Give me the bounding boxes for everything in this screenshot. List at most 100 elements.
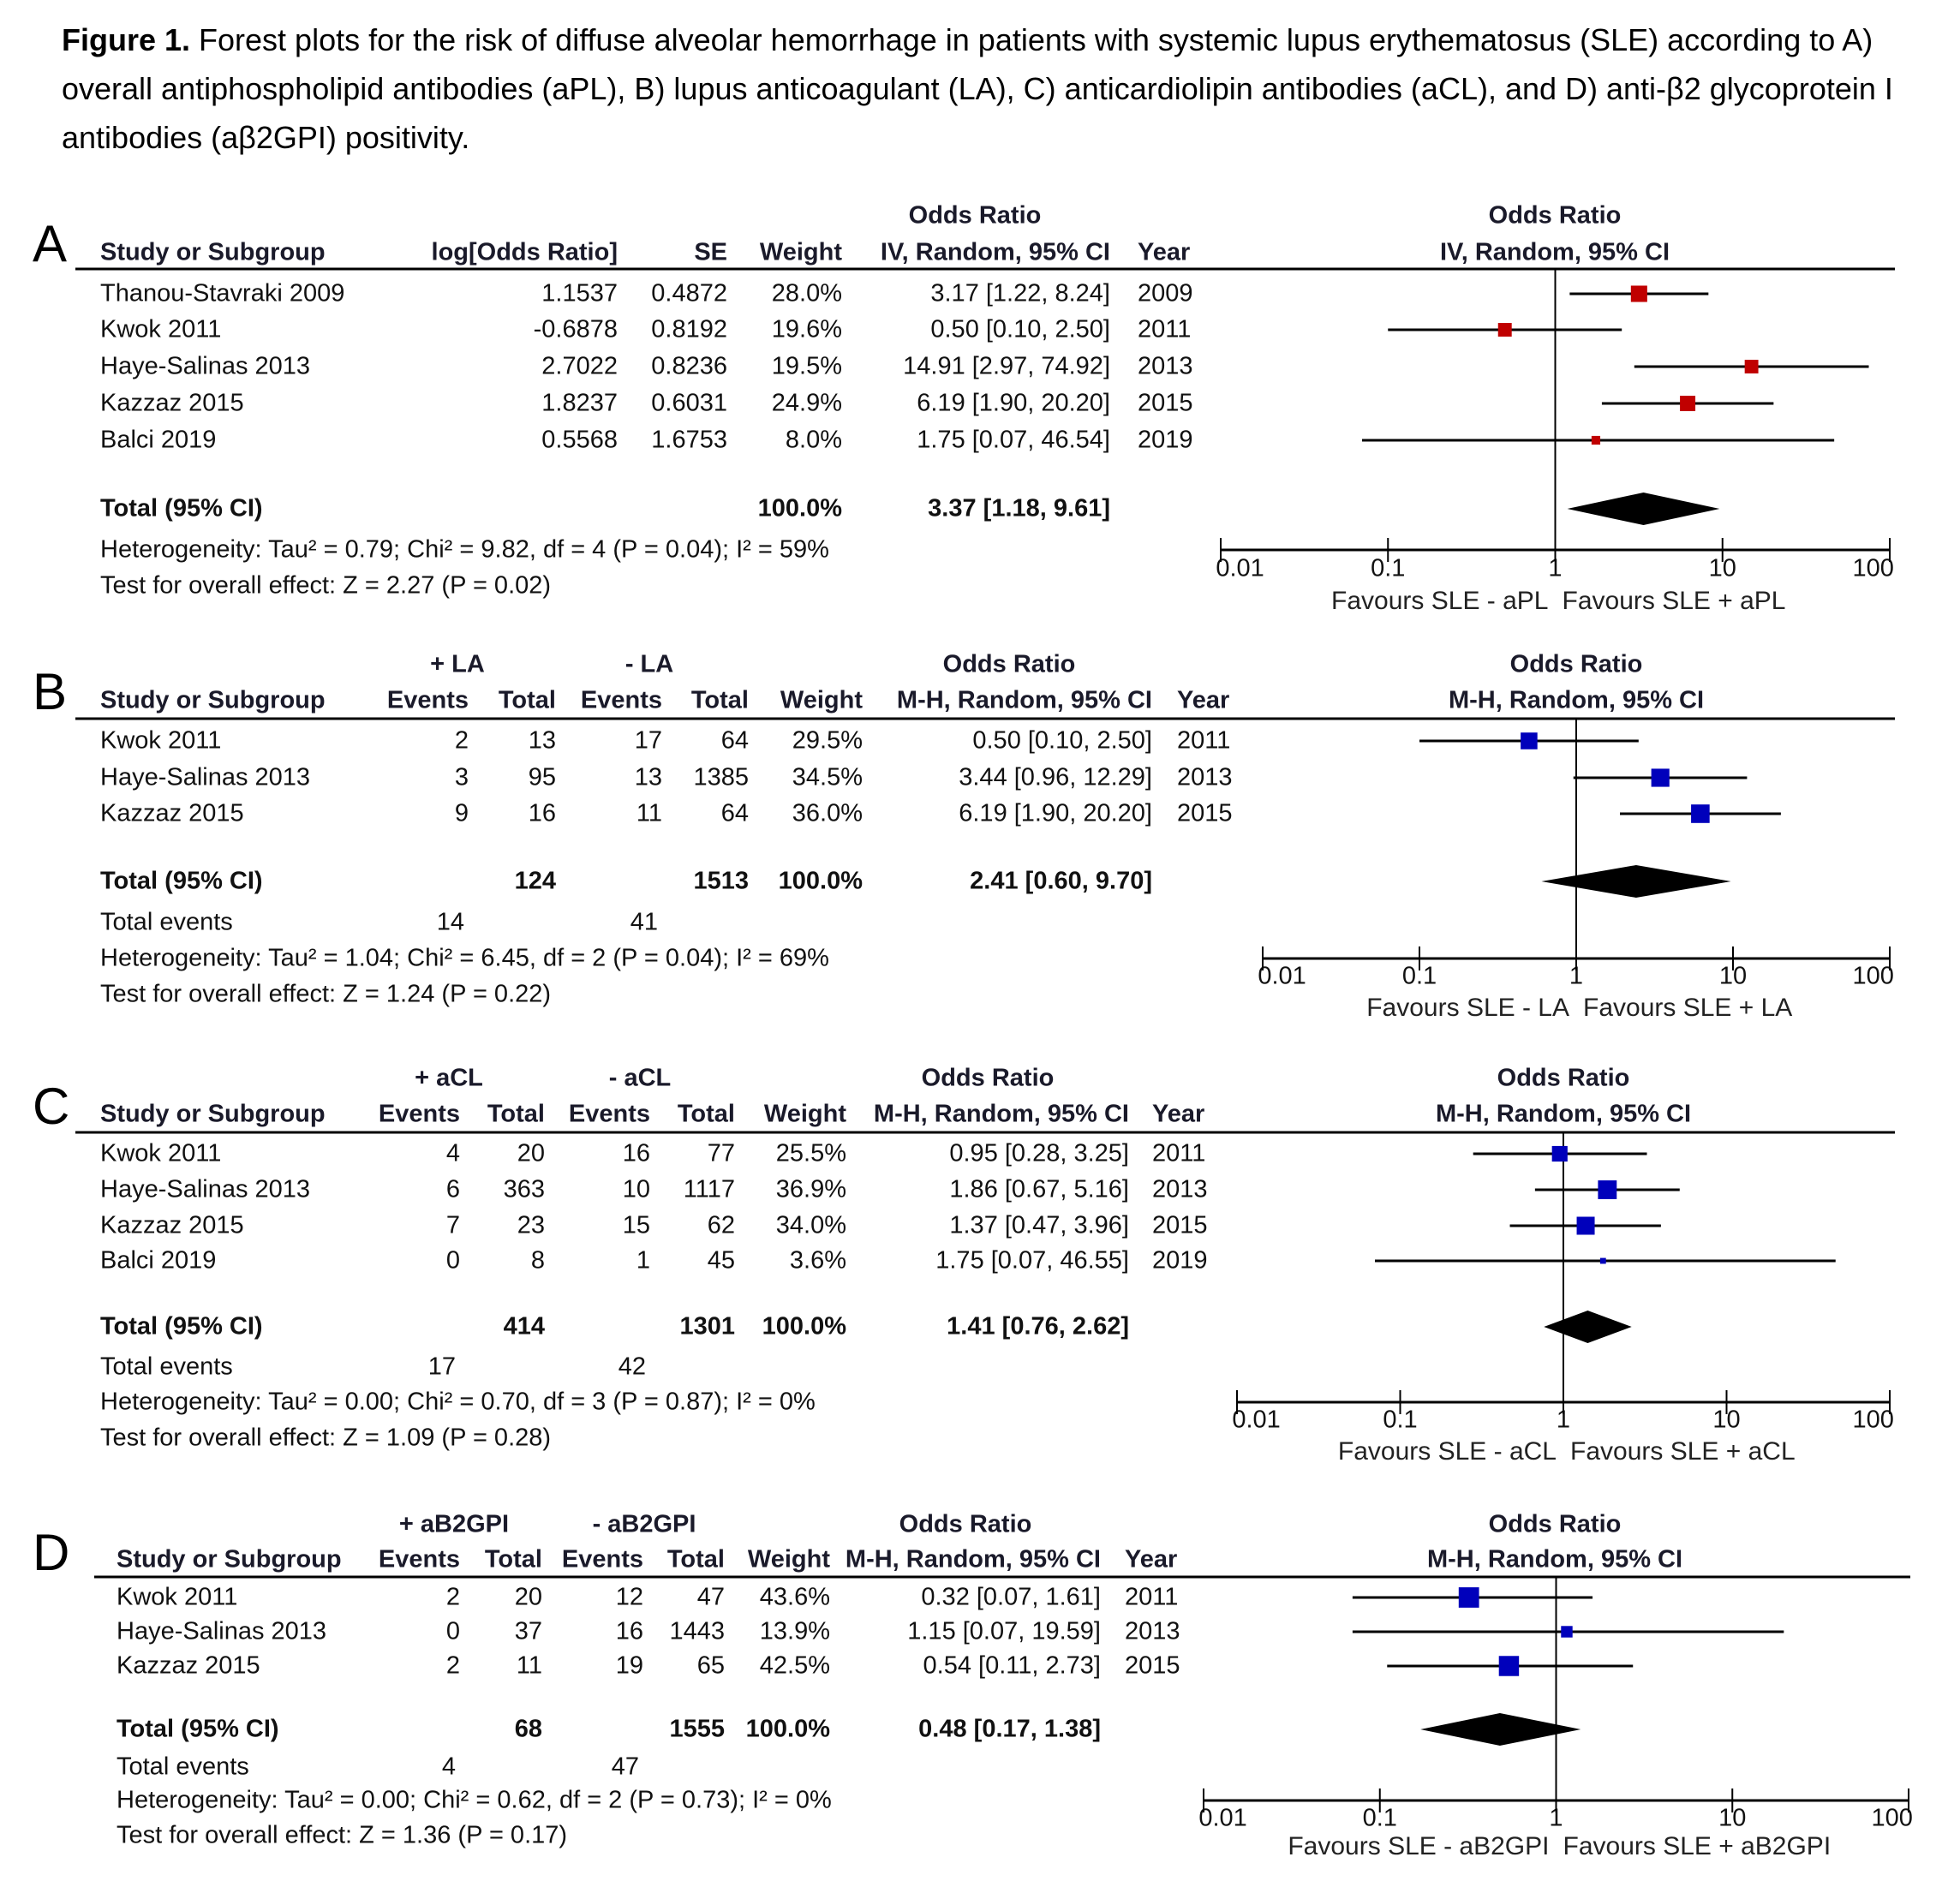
study-e2-value: 12: [615, 1583, 643, 1611]
panel-letter: D: [33, 1524, 70, 1581]
year-column-header: Year: [1125, 1545, 1178, 1573]
total-positive-count: 124: [514, 867, 556, 895]
plot-header-title: Odds Ratio: [1488, 1510, 1622, 1538]
group-header-negative: - aCL: [608, 1064, 672, 1092]
study-e1-value: 2: [445, 1651, 460, 1680]
favours-left-label: Favours SLE - aCL: [1337, 1437, 1557, 1466]
study-name: Haye-Salinas 2013: [117, 1617, 327, 1645]
pooled-diamond: [1541, 865, 1731, 898]
study-year: 2019: [1138, 426, 1193, 454]
study-marker: [1591, 435, 1601, 445]
study-t1-value: 23: [517, 1211, 545, 1239]
total-negative-count: 1555: [669, 1715, 725, 1743]
study-e1-value: 3: [454, 763, 469, 791]
study-weight-value: 19.5%: [771, 352, 842, 380]
study-e1-value: 0: [445, 1246, 460, 1275]
study-e2-value: 19: [615, 1651, 643, 1680]
study-name: Kazzaz 2015: [100, 389, 244, 417]
study-year: 2011: [1177, 726, 1231, 755]
study-name: Kwok 2011: [100, 1139, 222, 1167]
study-weight-value: 25.5%: [775, 1139, 846, 1167]
column-header-or: M-H, Random, 95% CI: [845, 1545, 1101, 1573]
plot-header-method: M-H, Random, 95% CI: [1435, 1100, 1692, 1128]
study-t1-value: 16: [528, 799, 556, 827]
study-or-value: 0.50 [0.10, 2.50]: [972, 726, 1152, 755]
total-or: 0.48 [0.17, 1.38]: [918, 1715, 1101, 1743]
total-events-label: Total events: [100, 1353, 233, 1381]
study-or-value: 0.54 [0.11, 2.73]: [923, 1651, 1101, 1680]
x-tick-label: 1: [1549, 1804, 1563, 1832]
study-marker: [1744, 360, 1759, 373]
pooled-diamond: [1420, 1713, 1581, 1746]
study-t1-value: 37: [514, 1617, 542, 1645]
study-or-value: 1.86 [0.67, 5.16]: [949, 1175, 1129, 1203]
study-marker: [1497, 323, 1512, 337]
study-marker: [1691, 804, 1710, 823]
study-weight-value: 43.6%: [759, 1583, 830, 1611]
study-name: Kwok 2011: [100, 315, 222, 343]
study-c1-value: 1.1537: [541, 279, 618, 308]
figure-caption-text: Forest plots for the risk of diffuse alv…: [62, 22, 1893, 155]
study-e2-value: 13: [634, 763, 662, 791]
study-c1-value: 1.8237: [541, 389, 618, 417]
study-marker: [1598, 1180, 1617, 1199]
plot-header-title: Odds Ratio: [1509, 650, 1643, 678]
study-year: 2011: [1125, 1583, 1179, 1611]
study-marker: [1458, 1587, 1479, 1608]
study-or-value: 3.17 [1.22, 8.24]: [930, 279, 1110, 308]
study-e2-value: 10: [622, 1175, 650, 1203]
total-weight: 100.0%: [762, 1312, 846, 1341]
plot-header-title: Odds Ratio: [1497, 1064, 1630, 1092]
column-header-t2: Total: [677, 1100, 735, 1128]
study-t1-value: 13: [528, 726, 556, 755]
study-weight-value: 24.9%: [771, 389, 842, 417]
column-header-c1: log[Odds Ratio]: [431, 238, 618, 266]
study-name: Balci 2019: [100, 426, 217, 454]
study-e2-value: 1: [636, 1246, 650, 1275]
study-column-header: Study or Subgroup: [100, 238, 326, 266]
total-label: Total (95% CI): [117, 1715, 279, 1743]
heterogeneity-text: Heterogeneity: Tau² = 1.04; Chi² = 6.45,…: [100, 944, 829, 972]
plot-header-method: IV, Random, 95% CI: [1439, 238, 1670, 266]
study-t2-value: 77: [707, 1139, 735, 1167]
study-marker: [1551, 1145, 1568, 1162]
study-weight-value: 29.5%: [792, 726, 863, 755]
total-positive-count: 68: [514, 1715, 542, 1743]
group-header-negative: - aB2GPI: [592, 1510, 696, 1538]
x-tick-label: 100: [1852, 962, 1894, 990]
x-tick-label: 1: [1548, 554, 1563, 582]
study-c2-value: 0.8236: [651, 352, 727, 380]
pooled-diamond: [1567, 493, 1720, 525]
total-or: 2.41 [0.60, 9.70]: [970, 867, 1152, 895]
study-t1-value: 8: [530, 1246, 545, 1275]
study-t2-value: 1443: [669, 1617, 725, 1645]
study-column-header: Study or Subgroup: [117, 1545, 342, 1573]
study-e1-value: 9: [454, 799, 469, 827]
or-column-header-top: Odds Ratio: [908, 201, 1042, 230]
study-name: Kwok 2011: [100, 726, 222, 755]
overall-effect-text: Test for overall effect: Z = 2.27 (P = 0…: [100, 571, 552, 600]
study-weight-value: 42.5%: [759, 1651, 830, 1680]
column-header-e1: Events: [378, 1100, 460, 1128]
study-name: Haye-Salinas 2013: [100, 1175, 311, 1203]
x-tick-label: 0.01: [1258, 962, 1306, 990]
x-tick-label: 0.01: [1198, 1804, 1247, 1832]
study-t2-value: 65: [696, 1651, 725, 1680]
study-weight-value: 36.9%: [775, 1175, 846, 1203]
figure-label: Figure 1.: [62, 22, 191, 57]
total-label: Total (95% CI): [100, 1312, 263, 1341]
study-name: Thanou-Stavraki 2009: [100, 279, 345, 308]
study-year: 2009: [1138, 279, 1193, 308]
column-header-e1: Events: [386, 686, 469, 714]
study-weight-value: 3.6%: [789, 1246, 846, 1275]
study-or-value: 0.50 [0.10, 2.50]: [930, 315, 1110, 343]
column-header-weight: Weight: [763, 1100, 846, 1128]
x-tick-label: 0.01: [1216, 554, 1264, 582]
panel-letter: C: [33, 1078, 70, 1135]
total-events-positive: 14: [436, 908, 464, 936]
total-weight: 100.0%: [778, 867, 863, 895]
study-name: Haye-Salinas 2013: [100, 763, 311, 791]
plot-header-method: M-H, Random, 95% CI: [1448, 686, 1705, 714]
year-column-header: Year: [1177, 686, 1230, 714]
study-weight-value: 8.0%: [785, 426, 842, 454]
